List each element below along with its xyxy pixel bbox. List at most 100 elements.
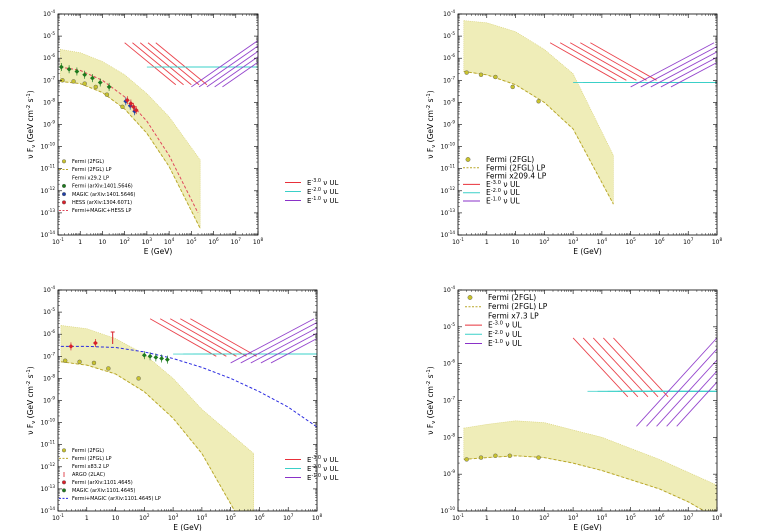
neutrino-ul-segment (149, 318, 217, 357)
data-point (132, 108, 138, 114)
neutrino-ul-segment (159, 318, 227, 357)
neutrino-ul-segment (270, 338, 317, 364)
neutrino-ul-segment (214, 56, 258, 88)
x-tick-label: 105 (626, 513, 637, 522)
x-tick-label: 102 (539, 237, 550, 246)
legend-label: Fermi (2FGL) (72, 448, 104, 454)
y-tick-label: 10-13 (441, 208, 456, 217)
x-tick-label: 10-1 (52, 513, 64, 522)
x-tick-label: 106 (654, 513, 665, 522)
y-tick-label: 10-12 (41, 186, 56, 195)
legend-label: Fermi x7.3 LP (488, 311, 539, 320)
ul-legend-label: E-2.0 ν UL (307, 464, 338, 473)
y-tick-label: 10-12 (441, 186, 456, 195)
legend-label: Fermi (2FGL) LP (72, 167, 112, 173)
data-point (507, 453, 512, 458)
neutrino-ul-segment (139, 42, 192, 86)
x-tick-label: 102 (120, 237, 131, 246)
legend-label: Fermi+MAGIC+HESS LP (72, 208, 131, 214)
ul-legend-label: E-2.0 ν UL (307, 187, 338, 196)
x-tick-label: 10-1 (452, 513, 464, 522)
panel-top-right: 10-1 1 10 102 103 104 105 106 107 10810-1410-1310… (426, 9, 722, 256)
legend-label: Fermi (2FGL) (72, 159, 104, 165)
y-tick-label: 10-8 (443, 432, 455, 441)
y-tick-label: 10-11 (441, 164, 456, 173)
neutrino-ul-segment (260, 332, 317, 364)
legend-label: E-2.0 ν UL (488, 330, 522, 339)
y-tick-label: 10-4 (443, 285, 455, 294)
y-tick-label: 10-6 (43, 53, 55, 62)
neutrino-ul-segment (190, 318, 257, 357)
y-tick-label: 10-6 (443, 53, 455, 62)
y-tick-label: 10-10 (41, 142, 56, 151)
x-tick-label: 1 (85, 515, 89, 522)
x-tick-label: 108 (712, 513, 723, 522)
legend-marker (62, 488, 67, 493)
neutrino-ul-segment (572, 337, 629, 398)
lp-scaled-band (59, 49, 201, 229)
legend-label: E-1.0 ν UL (486, 197, 520, 206)
x-tick-label: 1 (78, 239, 82, 246)
x-tick-label: 10 (112, 515, 120, 522)
x-tick-label: 107 (231, 237, 242, 246)
x-tick-label: 106 (208, 237, 219, 246)
legend-label: Fermi (2FGL) LP (488, 302, 548, 311)
y-tick-label: 10-7 (443, 396, 455, 405)
x-tick-label: 104 (597, 513, 608, 522)
x-axis-label: E (GeV) (173, 523, 202, 531)
x-tick-label: 106 (254, 513, 265, 522)
neutrino-ul-segment (206, 50, 258, 88)
data-point (141, 352, 147, 358)
neutrino-ul-segment (222, 61, 258, 88)
panel-top-left: 10-1 1 10 102 103 104 105 106 107 10810-1410-1310… (26, 9, 338, 256)
y-tick-label: 10-7 (43, 351, 55, 360)
data-point (120, 104, 125, 110)
data-point (124, 97, 130, 103)
lp-fit-line (60, 66, 199, 214)
x-tick-label: 108 (312, 513, 323, 522)
data-point (464, 70, 469, 75)
x-tick-label: 107 (683, 513, 694, 522)
y-tick-label: 10-4 (43, 285, 55, 294)
y-tick-label: 10-5 (443, 322, 455, 331)
y-axis-label: ν Fν (GeV cm-2 s-1) (426, 90, 437, 159)
y-tick-label: 10-7 (43, 75, 55, 84)
y-tick-label: 10-9 (443, 120, 455, 129)
x-tick-label: 10 (512, 515, 520, 522)
data-point (536, 455, 541, 460)
neutrino-ul-segment (666, 370, 717, 427)
neutrino-ul-segment (613, 337, 669, 398)
x-tick-label: 105 (226, 513, 237, 522)
data-point (164, 357, 170, 363)
data-point (71, 79, 76, 84)
y-tick-label: 10-11 (41, 440, 56, 449)
neutrino-ul-segment (191, 40, 258, 88)
data-point (478, 72, 484, 77)
x-tick-label: 106 (654, 237, 665, 246)
y-axis-label: ν Fν (GeV cm-2 s-1) (426, 366, 437, 435)
data-point (536, 99, 541, 104)
neutrino-ul-segment (650, 51, 717, 88)
data-point (68, 343, 74, 349)
legend-marker (62, 200, 67, 205)
lp-fit-line (463, 455, 706, 511)
y-tick-label: 10-13 (41, 208, 56, 217)
panel-bottom-left: 10-1 1 10 102 103 104 105 106 107 10810-1410-1310… (26, 285, 338, 531)
x-tick-label: 103 (568, 237, 579, 246)
y-tick-label: 10-9 (43, 120, 55, 129)
neutrino-ul-segment (155, 42, 208, 86)
y-tick-label: 10-5 (443, 31, 455, 40)
lp-fit-line (60, 345, 317, 428)
x-tick-label: 107 (683, 237, 694, 246)
neutrino-ul-segment (590, 42, 657, 81)
data-point (153, 355, 159, 360)
y-axis-label: ν Fν (GeV cm-2 s-1) (26, 90, 37, 159)
data-point (82, 81, 87, 86)
data-point (106, 366, 111, 371)
y-axis-label: ν Fν (GeV cm-2 s-1) (26, 366, 37, 435)
legend-label: Fermi x209.4 LP (486, 172, 547, 181)
neutrino-ul-segment (636, 337, 717, 427)
x-tick-label: 10 (99, 239, 107, 246)
x-tick-label: 103 (142, 237, 153, 246)
data-point (93, 84, 98, 90)
